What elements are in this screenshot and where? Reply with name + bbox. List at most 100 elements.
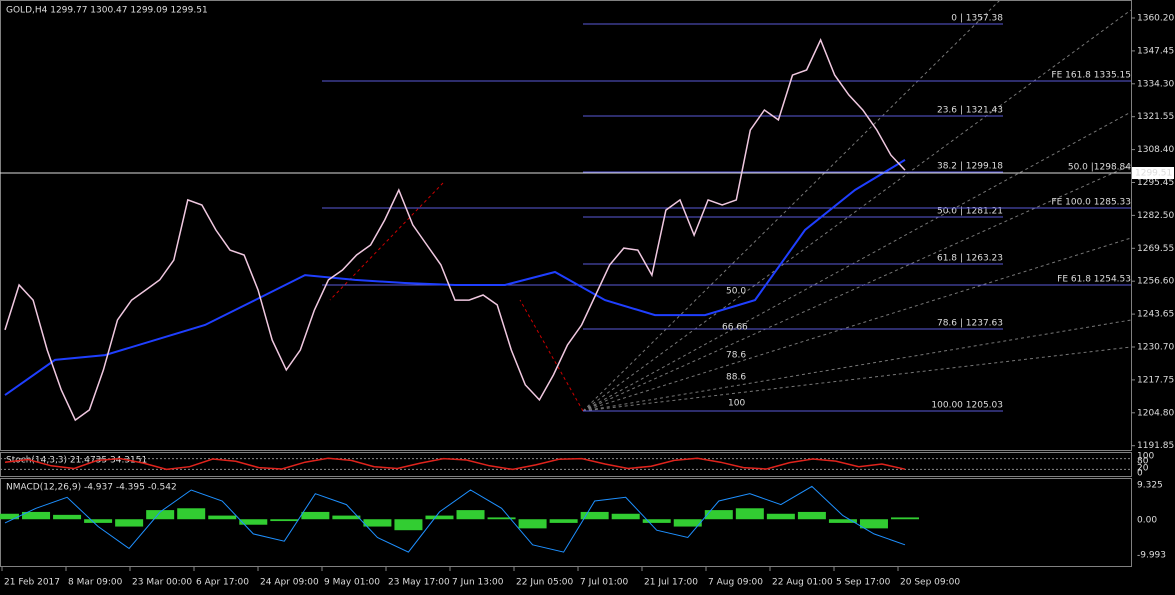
macd-bar bbox=[146, 510, 175, 520]
time-label: 23 May 17:00 bbox=[388, 578, 450, 588]
price-label: 1321.55 bbox=[1137, 112, 1174, 122]
macd-bar bbox=[425, 515, 454, 520]
macd-bar bbox=[53, 514, 82, 520]
time-label: 20 Sep 09:00 bbox=[900, 578, 960, 588]
time-label: 9 May 01:00 bbox=[324, 578, 380, 588]
fib-label: 23.6 | 1321.43 bbox=[937, 106, 1003, 116]
price-label: 1295.45 bbox=[1137, 178, 1174, 188]
price-label: 1243.65 bbox=[1137, 310, 1174, 320]
time-label: 24 Apr 09:00 bbox=[260, 578, 319, 588]
macd-bar bbox=[580, 511, 609, 520]
price-pane bbox=[0, 0, 1132, 451]
macd-bar bbox=[518, 519, 547, 529]
fe-label: FE 100.0 1285.33 bbox=[1051, 198, 1131, 208]
price-label: 1360.20 bbox=[1137, 14, 1174, 24]
price-label: 1334.30 bbox=[1137, 79, 1174, 89]
fan-label: 50.0 bbox=[726, 287, 746, 297]
time-label: 7 Aug 09:00 bbox=[708, 578, 763, 588]
macd-bar bbox=[704, 510, 733, 520]
macd-bar bbox=[456, 510, 485, 520]
time-label: 5 Sep 17:00 bbox=[836, 578, 891, 588]
price-label: 1308.40 bbox=[1137, 145, 1174, 155]
price-line bbox=[4, 38, 906, 422]
macd-pane bbox=[0, 478, 1132, 567]
macd-signal-line bbox=[4, 485, 906, 553]
fan-line bbox=[582, 319, 1132, 412]
macd-bar bbox=[797, 511, 826, 520]
macd-axis-label: 9.325 bbox=[1137, 481, 1163, 491]
stoch-title: Stoch(14,3,3) 21.4735 34.3151 bbox=[6, 456, 147, 466]
fan-label: 100 bbox=[728, 399, 745, 409]
macd-title: NMACD(12,26,9) -4.937 -4.395 -0.542 bbox=[6, 483, 177, 493]
fan-line bbox=[582, 164, 1132, 412]
time-label: 22 Jun 05:00 bbox=[516, 578, 573, 588]
macd-axis-label: -9.993 bbox=[1137, 551, 1166, 561]
time-label: 6 Apr 17:00 bbox=[196, 578, 249, 588]
macd-bar bbox=[270, 519, 299, 522]
current-price-label: 1299.51 bbox=[1135, 169, 1172, 179]
macd-bar bbox=[828, 519, 857, 523]
fan-label: 78.6 bbox=[726, 351, 746, 361]
price-label: 1282.50 bbox=[1137, 211, 1174, 221]
macd-bar bbox=[332, 515, 361, 520]
time-label: 22 Aug 01:00 bbox=[772, 578, 833, 588]
time-label: 8 Mar 09:00 bbox=[68, 578, 123, 588]
stoch-axis-label: 100 bbox=[1137, 452, 1154, 462]
price-label: 1191.85 bbox=[1137, 441, 1174, 451]
macd-bar bbox=[766, 513, 795, 520]
fib-label: 50.0 | 1281.21 bbox=[937, 207, 1003, 217]
price-label: 1347.45 bbox=[1137, 46, 1174, 56]
fib-label: 78.6 | 1237.63 bbox=[937, 319, 1003, 329]
fib-label: 0 | 1357.38 bbox=[951, 14, 1003, 24]
macd-bar bbox=[301, 511, 330, 520]
fib-label: 50.0 |1298.84 bbox=[1068, 163, 1131, 173]
stoch-axis-label: 0 bbox=[1137, 469, 1143, 479]
macd-bar bbox=[177, 508, 206, 520]
stoch-axis-label: 80 bbox=[1137, 457, 1149, 467]
fan-label: 66.66 bbox=[722, 323, 748, 333]
macd-bar bbox=[208, 515, 237, 520]
macd-bar bbox=[673, 519, 702, 527]
time-label: 7 Jun 13:00 bbox=[452, 578, 504, 588]
price-label: 1230.70 bbox=[1137, 343, 1174, 353]
fan-line bbox=[582, 0, 1001, 412]
price-label: 1204.80 bbox=[1137, 408, 1174, 418]
time-label: 23 Mar 00:00 bbox=[132, 578, 192, 588]
macd-bar bbox=[22, 511, 51, 520]
ma-slow-line bbox=[4, 159, 906, 396]
fib-label: 38.2 | 1299.18 bbox=[937, 162, 1003, 172]
price-label: 1269.55 bbox=[1137, 244, 1174, 254]
stoch-line bbox=[4, 457, 906, 471]
macd-axis-label: 0.00 bbox=[1137, 516, 1157, 526]
fan-line bbox=[582, 111, 1132, 412]
time-label: 21 Feb 2017 bbox=[4, 578, 60, 588]
macd-bar bbox=[0, 513, 19, 520]
macd-bar bbox=[239, 519, 268, 525]
fib-label: 100.00 1205.03 bbox=[931, 401, 1003, 411]
macd-bar bbox=[487, 517, 516, 520]
fib-label: 61.8 | 1263.23 bbox=[937, 254, 1003, 264]
macd-bar bbox=[611, 513, 640, 520]
current-price-box bbox=[1132, 167, 1174, 179]
fan-line bbox=[582, 346, 1132, 412]
macd-bar bbox=[363, 519, 392, 527]
fe-label: FE 61.8 1254.53 bbox=[1057, 275, 1131, 285]
fan-label: 88.6 bbox=[726, 373, 746, 383]
fe-label: FE 161.8 1335.15 bbox=[1051, 71, 1131, 81]
stoch-axis-label: 20 bbox=[1137, 464, 1149, 474]
macd-bar bbox=[891, 517, 919, 520]
macd-bar bbox=[549, 519, 578, 523]
macd-bar bbox=[84, 519, 113, 523]
price-label: 1217.75 bbox=[1137, 375, 1174, 385]
symbol-header: GOLD,H4 1299.77 1300.47 1299.09 1299.51 bbox=[6, 6, 208, 16]
macd-bar bbox=[394, 519, 423, 531]
macd-bar bbox=[735, 508, 764, 520]
price-label: 1256.60 bbox=[1137, 277, 1174, 287]
stoch-pane bbox=[0, 452, 1132, 477]
time-label: 21 Jul 17:00 bbox=[644, 578, 698, 588]
macd-bar bbox=[115, 519, 144, 527]
macd-bar bbox=[859, 519, 888, 529]
